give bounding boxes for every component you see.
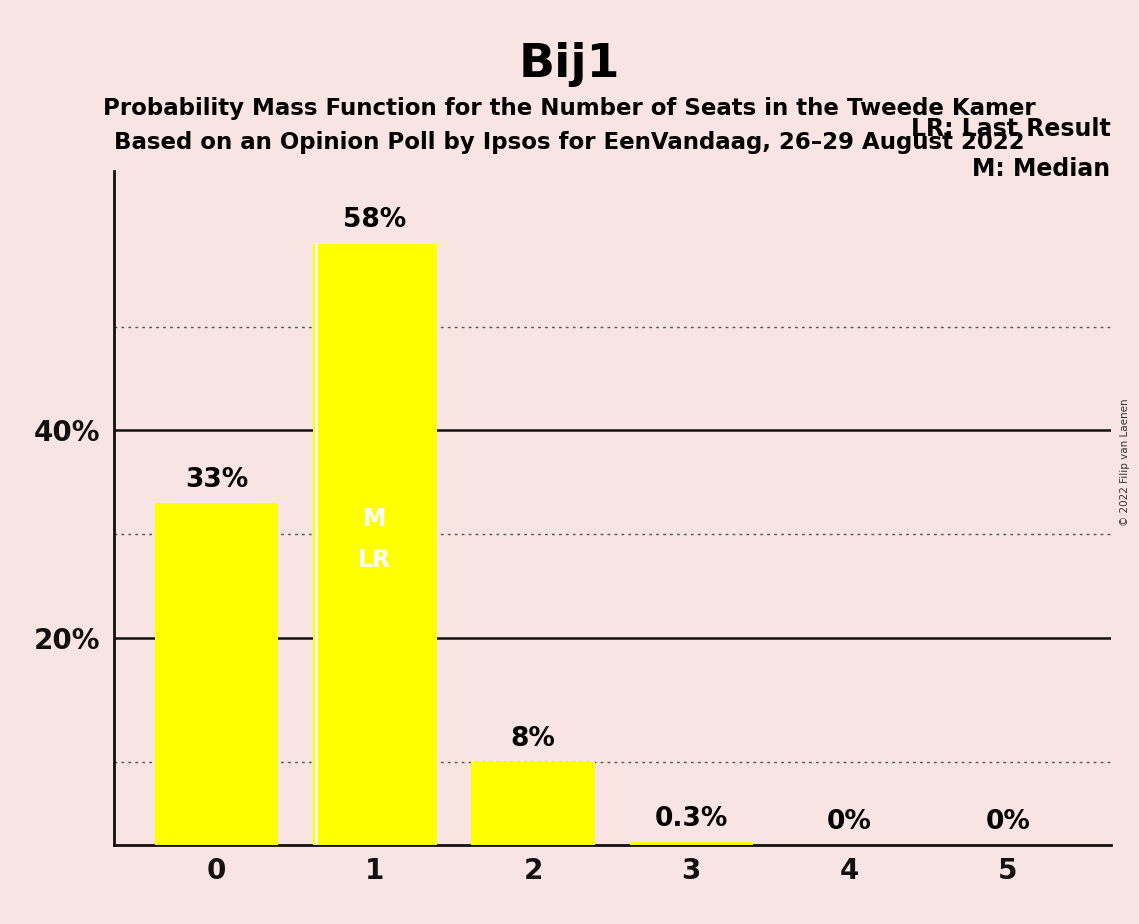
- Text: LR: LR: [359, 548, 392, 572]
- Text: M: Median: M: Median: [973, 157, 1111, 181]
- Text: 8%: 8%: [510, 726, 556, 752]
- Text: Bij1: Bij1: [518, 42, 621, 87]
- Text: Based on an Opinion Poll by Ipsos for EenVandaag, 26–29 August 2022: Based on an Opinion Poll by Ipsos for Ee…: [114, 131, 1025, 154]
- Text: 0%: 0%: [985, 809, 1030, 835]
- Text: M: M: [363, 506, 386, 530]
- Bar: [313, 244, 436, 845]
- Text: 0.3%: 0.3%: [655, 806, 728, 832]
- Text: Probability Mass Function for the Number of Seats in the Tweede Kamer: Probability Mass Function for the Number…: [104, 97, 1035, 120]
- Text: © 2022 Filip van Laenen: © 2022 Filip van Laenen: [1121, 398, 1130, 526]
- Bar: [155, 503, 278, 845]
- Text: LR: Last Result: LR: Last Result: [911, 117, 1111, 141]
- Text: 58%: 58%: [343, 207, 407, 233]
- Text: 0%: 0%: [827, 809, 872, 835]
- Bar: [472, 762, 595, 845]
- Text: 33%: 33%: [186, 467, 248, 492]
- Bar: [630, 843, 753, 845]
